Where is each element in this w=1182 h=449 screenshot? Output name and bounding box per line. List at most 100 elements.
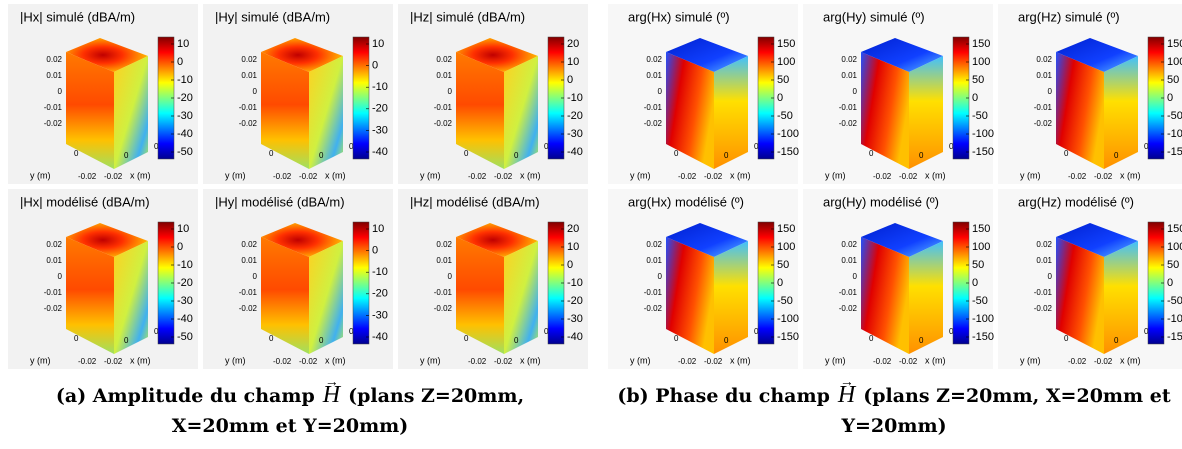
- subplot: |Hz| modélisé (dBA/m) 0.02 0.01 0 -0.01 -0.02…: [398, 189, 588, 369]
- colorbar-tick-label: 10: [372, 223, 384, 235]
- x-tick-label: -0.02: [468, 172, 487, 181]
- cube-left: [666, 237, 714, 354]
- caption-lead: (a) Amplitude du champ: [55, 385, 315, 407]
- subplot: |Hx| modélisé (dBA/m) 0.02 0.01 0 -0.01 -0.02…: [8, 189, 198, 369]
- colorbar-tick-label: -40: [372, 331, 388, 343]
- subplot-title: arg(Hz) simulé (º): [1018, 9, 1120, 24]
- colorbar-tick-label: -50: [177, 331, 193, 343]
- x-axis-label: x (m): [1120, 355, 1141, 365]
- colorbar: [352, 221, 370, 345]
- y-axis-label: y (m): [420, 170, 441, 180]
- cube-left: [456, 52, 504, 169]
- x-axis-label: x (m): [520, 355, 541, 365]
- z-tick-label: -0.01: [644, 288, 663, 297]
- cube-top: [1056, 38, 1138, 72]
- subplot: |Hy| modélisé (dBA/m) 0.02 0.01 0 -0.01 -0.02…: [203, 189, 393, 369]
- colorbar-tick-label: 0: [567, 74, 573, 86]
- z-tick-label: -0.01: [44, 103, 63, 112]
- z-tick-label: 0.01: [646, 71, 662, 80]
- cube-top: [456, 38, 538, 72]
- subplot: arg(Hx) modélisé (º) 0.02 0.01 0 -0.01 -0.02 0…: [608, 189, 799, 369]
- subplot: |Hx| simulé (dBA/m) 0.02 0.01 0 -0.01 -0.02 0 y…: [8, 4, 198, 184]
- z-tick-label: -0.02: [839, 119, 858, 128]
- colorbar-tick-label: -100: [972, 313, 994, 325]
- x-axis-label: x (m): [130, 355, 151, 365]
- z-tick-label: 0: [448, 272, 453, 281]
- colorbar-tick-label: 0: [372, 60, 378, 72]
- x-tick-label: -0.02: [299, 172, 318, 181]
- z-tick-label: -0.02: [239, 119, 258, 128]
- y-tick-label: 0: [74, 334, 79, 343]
- y-tick-label: 0: [464, 334, 469, 343]
- colorbar-tick-label: 150: [777, 38, 795, 50]
- z-tick-label: 0.01: [646, 256, 662, 265]
- z-tick-label: -0.01: [839, 103, 858, 112]
- colorbar-tick-label: -100: [1167, 128, 1182, 140]
- y-axis-label: y (m): [1020, 355, 1041, 365]
- cube-left: [861, 52, 909, 169]
- y-axis-label: y (m): [30, 355, 51, 365]
- cube-left: [261, 52, 309, 169]
- z-tick-label: 0: [58, 87, 63, 96]
- y-tick-label: 0: [674, 334, 679, 343]
- z-tick-label: 0.01: [46, 71, 62, 80]
- colorbar-tick-label: 100: [777, 241, 795, 253]
- colorbar-tick-label: -20: [372, 103, 388, 115]
- colorbar-tick-label: -150: [1167, 146, 1182, 158]
- colorbar-tick-label: -50: [777, 110, 793, 122]
- y-tick-label: 0: [869, 334, 874, 343]
- cube-right: [309, 56, 343, 169]
- subplot-title: |Hx| modélisé (dBA/m): [20, 194, 150, 209]
- subplot: arg(Hz) simulé (º) 0.02 0.01 0 -0.01 -0.02 0 y …: [998, 4, 1182, 184]
- cube-right: [504, 241, 538, 354]
- x-tick-label: -0.02: [704, 172, 723, 181]
- colorbar-tick-label: -10: [567, 92, 583, 104]
- cube-left: [1056, 237, 1104, 354]
- figure: |Hx| simulé (dBA/m) 0.02 0.01 0 -0.01 -0.02 0 y…: [8, 4, 1182, 369]
- z-tick-label: 0.02: [646, 240, 662, 249]
- subplot-title: |Hz| simulé (dBA/m): [410, 9, 525, 24]
- caption-rest: (plans Z=20mm, X=20mm et Y=20mm): [841, 385, 1171, 437]
- colorbar-tick-label: 0: [972, 277, 978, 289]
- colorbar-tick-label: 0: [777, 277, 783, 289]
- cube-top: [666, 38, 748, 72]
- cube-right: [909, 56, 943, 169]
- z-tick-label: 0.01: [1036, 71, 1052, 80]
- colorbar-tick-label: 100: [1167, 241, 1182, 253]
- x-axis-label: x (m): [925, 170, 946, 180]
- z-tick-label: 0.02: [646, 55, 662, 64]
- caption-lead: (b) Phase du champ: [617, 385, 830, 407]
- z-tick-label: -0.01: [644, 103, 663, 112]
- colorbar-tick-label: -30: [177, 110, 193, 122]
- colorbar-tick-label: -50: [1167, 295, 1182, 307]
- z-tick-label: -0.01: [44, 288, 63, 297]
- cube-top: [261, 223, 343, 257]
- caption-symbol: H: [323, 382, 340, 408]
- y-axis-label: y (m): [420, 355, 441, 365]
- cube-top: [456, 223, 538, 257]
- x-tick-label: 0: [124, 336, 129, 345]
- colorbar-tick-label: -30: [567, 313, 583, 325]
- colorbar-tick-label: 10: [372, 38, 384, 50]
- colorbar-tick-label: 150: [1167, 38, 1182, 50]
- colorbar-tick-label: -20: [567, 110, 583, 122]
- z-tick-label: -0.01: [434, 288, 453, 297]
- colorbar-tick-label: 20: [567, 223, 579, 235]
- x-axis-label: x (m): [730, 355, 751, 365]
- x-axis-label: x (m): [520, 170, 541, 180]
- colorbar-tick-label: 0: [177, 56, 183, 68]
- subplot-title: |Hz| modélisé (dBA/m): [410, 194, 540, 209]
- x-tick-label: -0.02: [78, 357, 97, 366]
- caption-b: (b) Phase du champ H(plans Z=20mm, X=20mm…: [606, 380, 1182, 441]
- colorbar-tick-label: 100: [777, 56, 795, 68]
- cube-right: [504, 56, 538, 169]
- colorbar-tick-label: 50: [777, 259, 789, 271]
- colorbar-tick-label: -150: [777, 331, 799, 343]
- x-tick-label: -0.02: [1068, 172, 1087, 181]
- subplot-title: arg(Hx) simulé (º): [628, 9, 730, 24]
- colorbar-tick-label: -150: [1167, 331, 1182, 343]
- cube-right: [114, 241, 148, 354]
- cube-left: [1056, 52, 1104, 169]
- subplot: arg(Hy) modélisé (º) 0.02 0.01 0 -0.01 -0.02 0…: [803, 189, 994, 369]
- cube-right: [1104, 56, 1138, 169]
